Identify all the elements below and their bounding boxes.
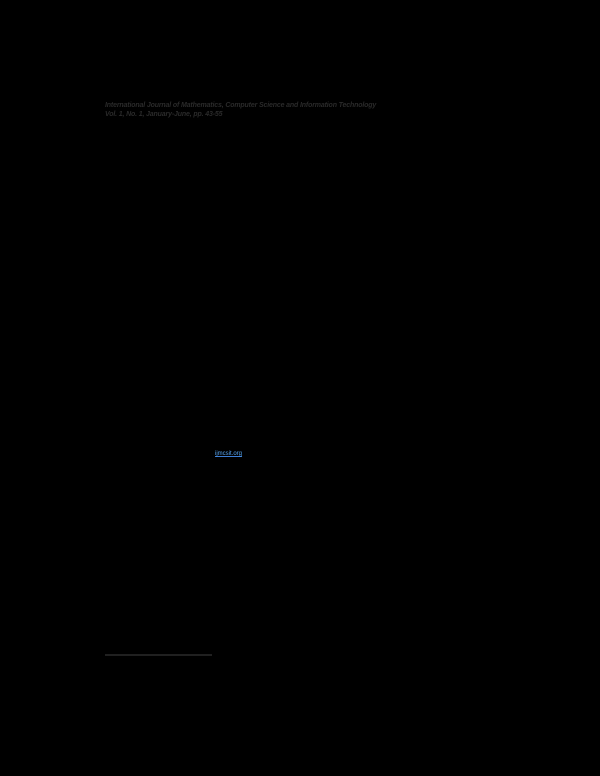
journal-title: International Journal of Mathematics, Co… [105,102,377,109]
journal-volume-info: Vol. 1, No. 1, January-June, pp. 43-55 [105,110,223,118]
footnote-rule [105,654,212,656]
journal-header: International Journal of Mathematics, Co… [105,102,376,119]
hyperlink[interactable]: ijmcsit.org [215,451,243,457]
